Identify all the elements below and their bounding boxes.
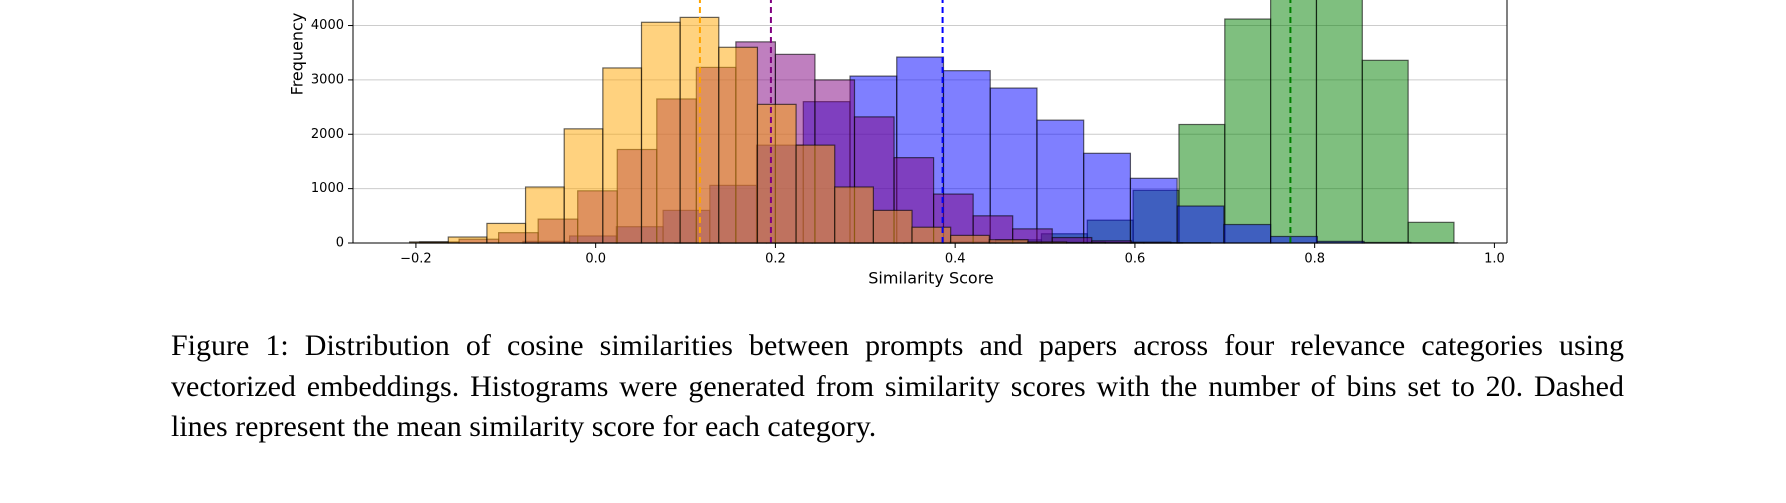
x-tick-label: 1.0 — [1484, 252, 1505, 267]
y-tick-label: 2000 — [311, 127, 344, 142]
x-tick-label: 0.6 — [1125, 252, 1146, 267]
histogram-bar — [1223, 223, 1272, 244]
histogram-bar — [1083, 152, 1132, 244]
histogram-bar — [524, 186, 565, 244]
x-tick-label: 0.8 — [1304, 252, 1325, 267]
x-tick-label: 0.0 — [585, 252, 606, 267]
y-axis-label: Frequency — [288, 13, 307, 96]
histogram-bar — [602, 67, 643, 244]
histogram-bar — [1361, 59, 1409, 244]
histogram-bar — [1270, 235, 1318, 244]
y-tick-label: 0 — [336, 236, 344, 251]
histogram-bar — [1270, 0, 1318, 244]
histogram-bar — [1129, 177, 1178, 244]
x-tick-label: 0.2 — [765, 252, 786, 267]
histogram-bar — [1036, 119, 1085, 244]
histogram-bar — [1224, 18, 1272, 244]
histogram-bar — [756, 103, 797, 244]
histogram-bar — [447, 236, 488, 244]
figure-caption: Figure 1: Distribution of cosine similar… — [171, 329, 1624, 443]
histogram-bar — [834, 186, 874, 244]
histogram-bar — [1315, 0, 1363, 244]
x-tick-label: 0.4 — [945, 252, 966, 267]
histogram-bar — [563, 128, 604, 244]
histogram-bar — [486, 222, 527, 244]
x-tick-label: −0.2 — [400, 252, 432, 267]
histogram-bar — [718, 46, 759, 244]
histogram-bar — [1176, 205, 1225, 244]
histogram-bar — [872, 209, 913, 244]
x-axis-label: Similarity Score — [868, 269, 994, 288]
y-tick-label: 1000 — [311, 181, 344, 196]
histogram-bar — [1407, 221, 1455, 244]
y-tick-label: 4000 — [311, 18, 344, 33]
chart: Similarity Score Frequency 0 1000 2000 3000… — [288, 0, 1508, 288]
histogram-bar — [911, 226, 952, 244]
histogram-bar — [640, 21, 681, 244]
histogram-bar — [950, 234, 990, 244]
histogram-bar — [795, 144, 836, 244]
y-tick-label: 3000 — [311, 72, 344, 87]
